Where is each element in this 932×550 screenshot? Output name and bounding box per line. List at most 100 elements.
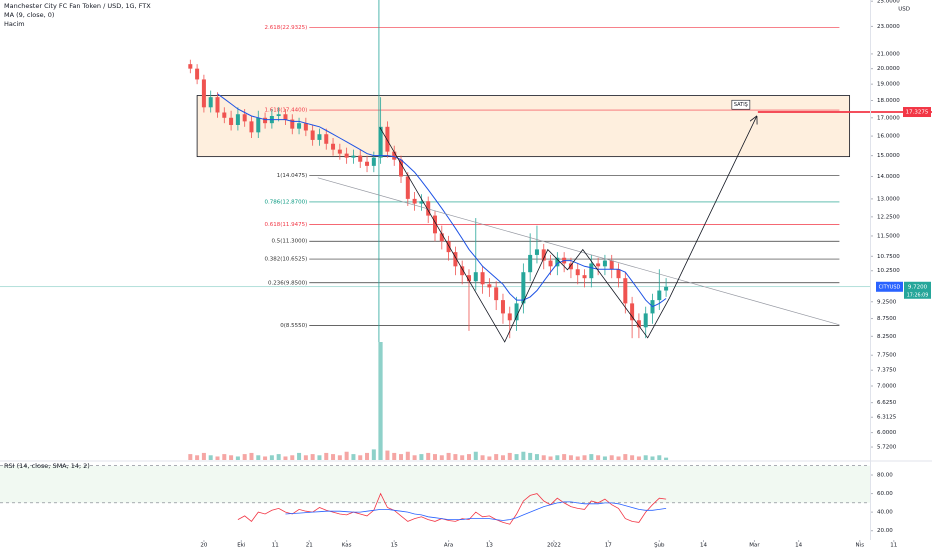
y-tick-label: 20.0000 bbox=[877, 66, 900, 72]
candle-body bbox=[208, 97, 213, 108]
volume-bar bbox=[208, 455, 213, 460]
volume-bar bbox=[568, 455, 573, 460]
y-tick-label: 9.2500 bbox=[877, 299, 897, 305]
volume-bar bbox=[664, 457, 669, 460]
volume-bar bbox=[460, 455, 465, 460]
candle-body bbox=[188, 64, 193, 69]
volume-bar bbox=[480, 455, 485, 460]
y-tick-label: 13.0000 bbox=[877, 196, 900, 202]
candle-body bbox=[643, 313, 648, 328]
y-tick-label: 16.0000 bbox=[877, 134, 900, 140]
candle-body bbox=[365, 161, 370, 166]
fib-label: 2.618(22.9325) bbox=[264, 25, 307, 31]
volume-bar bbox=[235, 456, 240, 460]
candle-body bbox=[419, 201, 424, 204]
target-badge bbox=[903, 107, 931, 118]
volume-bar bbox=[636, 456, 641, 460]
candle-body bbox=[290, 119, 295, 129]
candle-body bbox=[473, 272, 478, 282]
y-tick-label: 12.2500 bbox=[877, 214, 900, 220]
y-tick-label: 6.6250 bbox=[877, 400, 897, 406]
candle-body bbox=[460, 266, 465, 276]
volume-bar bbox=[541, 455, 546, 460]
y-tick-label: 19.0000 bbox=[877, 82, 900, 88]
rsi-band bbox=[0, 465, 870, 503]
volume-bar bbox=[494, 454, 499, 460]
volume-bar bbox=[195, 455, 200, 460]
volume-bar bbox=[466, 454, 471, 460]
candle-body bbox=[500, 300, 505, 314]
volume-bar bbox=[242, 454, 247, 460]
volume-bar bbox=[609, 455, 614, 460]
y-tick-label: 11.5000 bbox=[877, 233, 900, 239]
x-tick-label: 14 bbox=[795, 543, 802, 549]
y-tick-label: 8.2500 bbox=[877, 334, 897, 340]
fib-label: 0(8.5550) bbox=[280, 323, 307, 329]
volume-bar bbox=[433, 454, 437, 460]
volume-bar bbox=[310, 454, 315, 460]
volume-legend: Hacim bbox=[4, 20, 25, 28]
candle-body bbox=[229, 117, 234, 125]
candle-body bbox=[609, 260, 614, 270]
y-tick-label: 21.0000 bbox=[877, 51, 900, 57]
y-tick-label: 25.0000 bbox=[877, 0, 900, 5]
symbol-badge bbox=[876, 281, 903, 292]
volume-bar bbox=[562, 454, 567, 460]
fib-label: 0.236(9.8500) bbox=[268, 280, 307, 286]
candle-body bbox=[541, 249, 546, 261]
rsi-line bbox=[285, 501, 667, 521]
rsi-y-tick-label: 20.00 bbox=[877, 528, 893, 534]
candle-body bbox=[358, 155, 363, 162]
candle-body bbox=[215, 97, 220, 113]
candle-body bbox=[439, 233, 444, 242]
candle-body bbox=[466, 275, 471, 282]
volume-bar bbox=[521, 451, 526, 460]
candle-body bbox=[534, 249, 539, 255]
sell-label-box bbox=[731, 99, 751, 110]
rsi-y-tick-label: 40.00 bbox=[877, 510, 893, 516]
candle-body bbox=[616, 269, 621, 279]
y-tick-label: 14.0000 bbox=[877, 174, 900, 180]
x-tick-label: Kas bbox=[342, 543, 352, 549]
rsi-y-tick-label: 60.00 bbox=[877, 491, 893, 497]
volume-bar bbox=[378, 342, 383, 460]
volume-bar bbox=[399, 454, 404, 460]
volume-bar bbox=[500, 455, 505, 460]
volume-bar bbox=[657, 455, 662, 460]
volume-bar bbox=[371, 449, 376, 460]
candle-body bbox=[310, 130, 315, 140]
volume-bar bbox=[507, 452, 512, 460]
x-tick-label: Eki bbox=[237, 543, 246, 549]
candle-body bbox=[351, 155, 356, 158]
volume-bar bbox=[555, 455, 560, 460]
candle-body bbox=[453, 252, 458, 267]
fib-label: 0.786(12.8700) bbox=[264, 199, 307, 205]
y-tick-label: 18.0000 bbox=[877, 98, 900, 104]
volume-bar bbox=[602, 456, 607, 460]
x-tick-label: 11 bbox=[890, 543, 897, 549]
candle-body bbox=[249, 121, 254, 133]
candle-body bbox=[521, 272, 526, 304]
volume-bar bbox=[215, 456, 220, 460]
candle-body bbox=[636, 320, 641, 328]
candle-body bbox=[235, 114, 240, 125]
candle-body bbox=[494, 287, 499, 301]
volume-bar bbox=[297, 452, 302, 460]
x-tick-label: 14 bbox=[700, 543, 707, 549]
volume-bar bbox=[303, 455, 308, 460]
volume-bar bbox=[188, 454, 193, 460]
x-tick-label: 20 bbox=[200, 543, 207, 549]
y-tick-label: 10.2500 bbox=[877, 268, 900, 274]
volume-bar bbox=[473, 451, 478, 460]
candle-body bbox=[297, 123, 302, 129]
volume-bar bbox=[534, 454, 539, 460]
currency-label: USD bbox=[898, 7, 910, 13]
candle-body bbox=[555, 257, 560, 267]
volume-bar bbox=[263, 456, 268, 460]
candle-body bbox=[412, 198, 417, 204]
volume-bar bbox=[201, 452, 206, 460]
symbol-label: CITYUSD bbox=[879, 284, 901, 290]
candle-body bbox=[657, 290, 662, 301]
y-tick-label: 7.0000 bbox=[877, 384, 897, 390]
rsi-line bbox=[237, 492, 667, 525]
